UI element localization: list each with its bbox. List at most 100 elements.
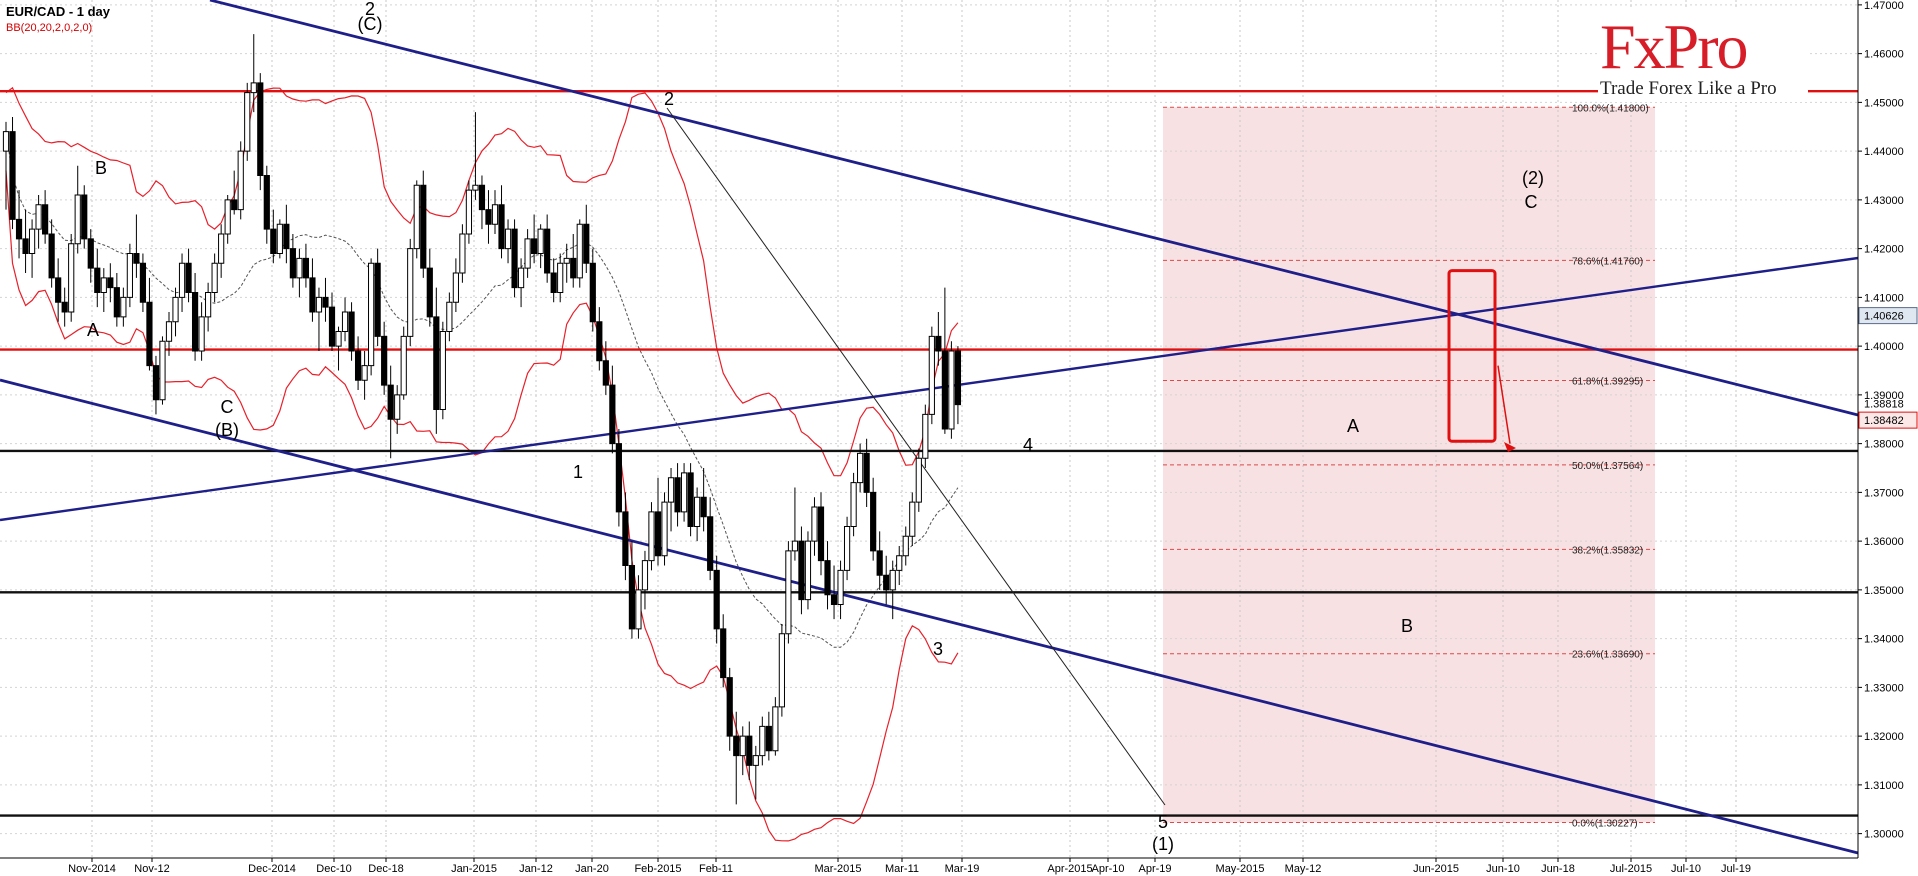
candle-bull: [400, 335, 407, 396]
candle-bull: [172, 296, 179, 323]
candle-bull: [843, 526, 851, 571]
candle-bear: [289, 248, 296, 279]
candle-bear: [420, 184, 427, 269]
candle-bear: [713, 569, 720, 630]
candle-bear: [55, 277, 62, 303]
candle-bull: [576, 223, 583, 279]
time-tick-label: Apr-19: [1138, 863, 1171, 875]
time-tick-label: Nov-2014: [68, 863, 116, 875]
time-tick-label: Dec-2014: [248, 863, 296, 875]
candle-bear: [700, 496, 707, 518]
wave-label: 2: [365, 0, 375, 19]
candle-bear: [283, 223, 290, 250]
candle-bull: [909, 501, 916, 537]
forecast-arrow: [1497, 365, 1511, 444]
candle-bear: [935, 335, 942, 352]
candle-bull: [922, 413, 929, 459]
candle-bull: [563, 257, 570, 264]
candle-bear: [817, 506, 825, 562]
candle-bear: [798, 540, 805, 601]
fib-level-label: 0.0%(1.30227): [1572, 819, 1638, 830]
candle-bull: [237, 150, 244, 211]
candle-bull: [465, 189, 473, 235]
time-tick-label: Jul-19: [1721, 863, 1751, 875]
time-tick-label: Apr-2015: [1047, 863, 1092, 875]
candle-bull: [680, 472, 688, 513]
time-tick-label: Jul-2015: [1610, 863, 1652, 875]
wave-label: 2: [664, 89, 674, 109]
candle-bull: [648, 511, 655, 562]
time-tick-label: Feb-11: [699, 863, 733, 875]
candle-bear: [348, 311, 355, 352]
candle-bull: [35, 204, 42, 230]
candle-bear: [941, 350, 948, 430]
candle-bear: [231, 199, 238, 211]
candle-bear: [257, 82, 264, 176]
candle-bull: [120, 296, 127, 318]
candle-bull: [641, 560, 649, 591]
candle-bull: [850, 482, 857, 527]
time-tick-label: Mar-11: [885, 863, 919, 875]
candle-bear: [544, 228, 551, 274]
candle-bull: [335, 331, 342, 347]
candle-bear: [570, 257, 577, 279]
candle-bear: [531, 238, 538, 254]
candle-bear: [720, 628, 727, 679]
candle-bull: [100, 277, 107, 293]
candle-bull: [759, 725, 766, 757]
candle-bear: [622, 511, 629, 566]
candle-bear: [628, 565, 636, 630]
candle-bull: [361, 365, 368, 381]
current-price-box: [1858, 307, 1918, 325]
candle-bull: [667, 477, 675, 503]
price-tick-label: 1.45000: [1864, 97, 1904, 109]
candle-bear: [609, 384, 616, 445]
candle-bear: [589, 262, 596, 323]
bollinger-middle-band: [5, 131, 959, 648]
price-tick-label: 1.44000: [1864, 146, 1904, 158]
candle-bull: [791, 540, 799, 552]
time-tick-label: Dec-18: [368, 863, 403, 875]
candle-bull: [276, 223, 283, 254]
wave-label: 4: [1023, 435, 1033, 455]
candle-bear: [270, 228, 277, 254]
candle-bear: [354, 350, 362, 381]
candle-bear: [550, 272, 557, 293]
candle-bear: [824, 560, 831, 596]
candle-bull: [439, 331, 446, 410]
candle-bear: [485, 209, 492, 225]
candle-bull: [896, 555, 903, 571]
price-axis-bg: [1858, 0, 1918, 876]
candle-bull: [159, 340, 166, 401]
channel-upper-line: [209, 0, 1859, 417]
time-tick-label: Apr-10: [1091, 863, 1124, 875]
candle-bear: [596, 321, 603, 362]
candle-bear: [876, 550, 883, 576]
wave-label: (C): [358, 14, 383, 34]
candle-bull: [915, 457, 922, 503]
candle-bear: [433, 316, 440, 410]
candle-bull: [785, 550, 792, 635]
candle-bull: [407, 248, 414, 337]
candle-bull: [224, 199, 231, 235]
candle-bear: [511, 228, 518, 289]
candle-bull: [413, 184, 420, 250]
wave-label: (B): [215, 420, 239, 440]
candle-bull: [889, 569, 896, 591]
wave-label: C: [1525, 192, 1538, 212]
candle-bull: [341, 311, 349, 332]
candle-bull: [504, 228, 512, 250]
candle-bull: [205, 292, 212, 318]
candle-bear: [381, 335, 388, 386]
time-tick-label: May-12: [1285, 863, 1322, 875]
time-tick-label: Nov-12: [134, 863, 169, 875]
candle-bull: [778, 633, 785, 708]
candle-bull: [694, 496, 701, 527]
price-tick-label: 1.31000: [1864, 780, 1904, 792]
candle-bear: [870, 491, 877, 552]
candle-bull: [811, 506, 818, 542]
price-tick-label: 1.33000: [1864, 682, 1904, 694]
candle-bull: [524, 238, 531, 269]
candle-bull: [948, 350, 955, 430]
